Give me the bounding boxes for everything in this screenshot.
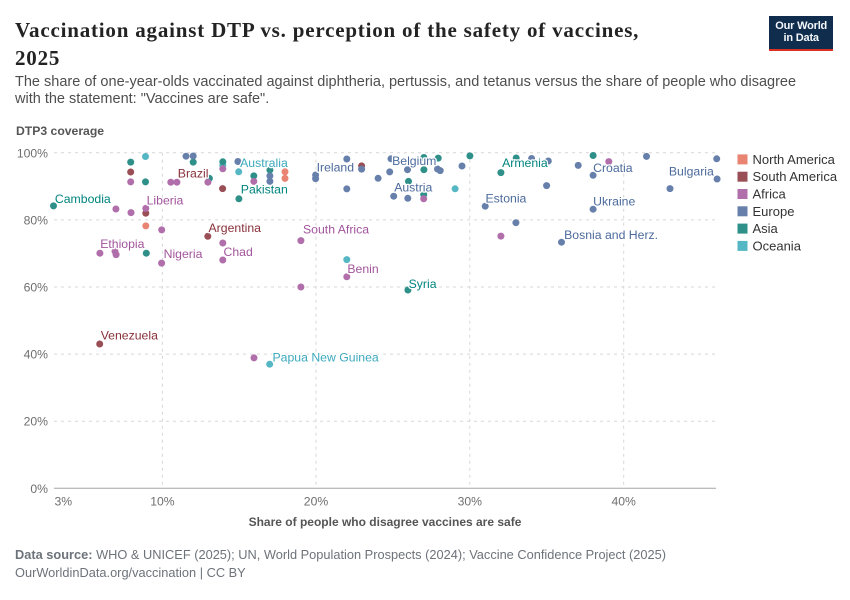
svg-text:20%: 20% — [24, 415, 49, 429]
svg-text:Africa: Africa — [753, 187, 787, 202]
svg-text:Share of people who disagree v: Share of people who disagree vaccines ar… — [249, 515, 522, 529]
svg-text:Benin: Benin — [347, 262, 379, 276]
svg-text:3%: 3% — [55, 495, 73, 509]
svg-text:40%: 40% — [24, 348, 49, 362]
svg-text:80%: 80% — [24, 213, 49, 227]
svg-text:Australia: Australia — [240, 156, 288, 170]
svg-text:Cambodia: Cambodia — [55, 192, 111, 206]
svg-text:100%: 100% — [17, 146, 48, 160]
svg-text:30%: 30% — [458, 495, 483, 509]
svg-text:Venezuela: Venezuela — [101, 329, 158, 343]
svg-text:Estonia: Estonia — [486, 192, 527, 206]
svg-text:Croatia: Croatia — [593, 161, 633, 175]
svg-text:Europe: Europe — [753, 204, 795, 219]
svg-text:Belgium: Belgium — [392, 154, 436, 168]
svg-text:Chad: Chad — [224, 245, 253, 259]
svg-text:South America: South America — [753, 169, 838, 184]
svg-text:Asia: Asia — [753, 221, 779, 236]
svg-text:Oceania: Oceania — [753, 238, 802, 253]
svg-text:DTP3 coverage: DTP3 coverage — [16, 124, 104, 138]
svg-text:Argentina: Argentina — [209, 221, 262, 235]
svg-text:Ireland: Ireland — [317, 161, 355, 175]
svg-text:Papua New Guinea: Papua New Guinea — [273, 351, 379, 365]
svg-text:South Africa: South Africa — [303, 223, 369, 237]
svg-text:Brazil: Brazil — [178, 167, 209, 181]
svg-text:Nigeria: Nigeria — [164, 247, 203, 261]
svg-text:40%: 40% — [611, 495, 636, 509]
svg-text:Liberia: Liberia — [147, 193, 184, 207]
svg-text:Syria: Syria — [409, 277, 437, 291]
svg-text:Bulgaria: Bulgaria — [669, 165, 714, 179]
svg-text:Armenia: Armenia — [502, 156, 548, 170]
svg-text:Ethiopia: Ethiopia — [100, 237, 144, 251]
svg-text:10%: 10% — [150, 495, 175, 509]
svg-text:Austria: Austria — [394, 180, 432, 194]
svg-text:20%: 20% — [304, 495, 329, 509]
svg-text:Pakistan: Pakistan — [241, 183, 288, 197]
svg-text:Ukraine: Ukraine — [593, 195, 635, 209]
svg-text:60%: 60% — [24, 281, 49, 295]
svg-text:0%: 0% — [30, 482, 48, 496]
svg-text:Bosnia and Herz.: Bosnia and Herz. — [564, 228, 658, 242]
svg-text:North America: North America — [753, 152, 836, 167]
